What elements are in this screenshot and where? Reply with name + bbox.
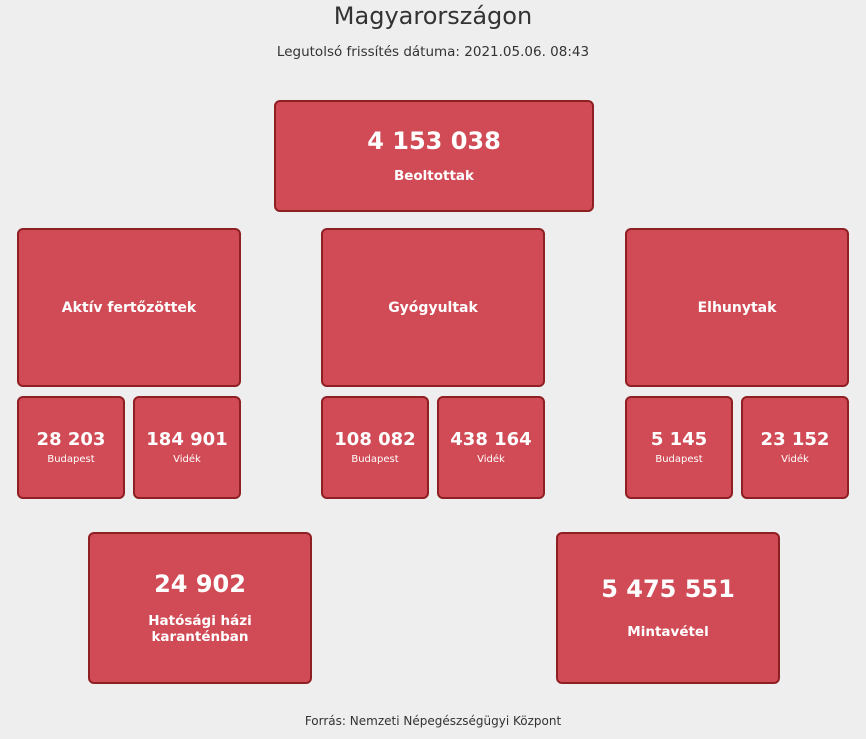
deceased-budapest-card: 5 145 Budapest xyxy=(625,396,733,499)
recovered-videk-value: 438 164 xyxy=(450,429,532,451)
active-infected-budapest-label: Budapest xyxy=(47,453,95,465)
recovered-label: Gyógyultak xyxy=(388,299,478,316)
active-infected-budapest-value: 28 203 xyxy=(36,429,106,451)
recovered-card: Gyógyultak xyxy=(321,228,545,387)
deceased-budapest-value: 5 145 xyxy=(650,429,708,451)
deceased-videk-value: 23 152 xyxy=(760,429,830,451)
recovered-videk-label: Vidék xyxy=(477,453,505,465)
quarantine-count: 24 902 xyxy=(154,570,246,599)
vaccinated-card: 4 153 038 Beoltottak xyxy=(274,100,594,212)
deceased-budapest-label: Budapest xyxy=(655,453,703,465)
active-infected-videk-label: Vidék xyxy=(173,453,201,465)
last-updated: Legutolsó frissítés dátuma: 2021.05.06. … xyxy=(276,44,590,60)
recovered-budapest-card: 108 082 Budapest xyxy=(321,396,429,499)
page-title: Magyarországon xyxy=(333,2,533,30)
recovered-budapest-label: Budapest xyxy=(351,453,399,465)
deceased-videk-card: 23 152 Vidék xyxy=(741,396,849,499)
deceased-card: Elhunytak xyxy=(625,228,849,387)
samples-count: 5 475 551 xyxy=(601,575,735,604)
quarantine-card: 24 902 Hatósági házi karanténban xyxy=(88,532,312,684)
active-infected-label: Aktív fertőzöttek xyxy=(61,299,197,316)
source-footer: Forrás: Nemzeti Népegészségügyi Központ xyxy=(304,714,562,728)
active-infected-budapest-card: 28 203 Budapest xyxy=(17,396,125,499)
vaccinated-label: Beoltottak xyxy=(393,167,475,184)
quarantine-label: Hatósági házi karanténban xyxy=(148,612,252,645)
deceased-label: Elhunytak xyxy=(697,299,777,316)
active-infected-card: Aktív fertőzöttek xyxy=(17,228,241,387)
active-infected-videk-value: 184 901 xyxy=(146,429,228,451)
samples-card: 5 475 551 Mintavétel xyxy=(556,532,780,684)
recovered-videk-card: 438 164 Vidék xyxy=(437,396,545,499)
vaccinated-count: 4 153 038 xyxy=(367,127,501,156)
samples-label: Mintavétel xyxy=(627,623,709,640)
deceased-videk-label: Vidék xyxy=(781,453,809,465)
active-infected-videk-card: 184 901 Vidék xyxy=(133,396,241,499)
recovered-budapest-value: 108 082 xyxy=(334,429,416,451)
